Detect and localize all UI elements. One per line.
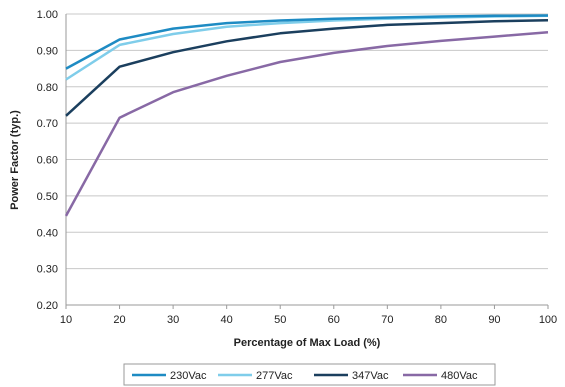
- series-line-347Vac: [65, 18, 549, 117]
- y-tick-label: 0.90: [37, 45, 58, 57]
- legend-label: 277Vac: [256, 370, 293, 382]
- y-tick-label: 0.30: [37, 264, 58, 276]
- y-tick-label: 1.00: [37, 9, 58, 21]
- legend-box: [123, 363, 496, 386]
- legend-label: 347Vac: [352, 370, 389, 382]
- series-line-230Vac: [65, 14, 549, 70]
- x-tick-label: 10: [60, 314, 72, 326]
- y-tick-label: 0.80: [37, 82, 58, 94]
- grid-lines: [66, 13, 548, 306]
- y-axis-title: Power Factor (typ.): [9, 110, 21, 210]
- x-tick-label: 30: [167, 314, 179, 326]
- y-tick-label: 0.50: [37, 191, 58, 203]
- x-tick-label: 90: [488, 314, 500, 326]
- y-tick-label: 0.60: [37, 155, 58, 167]
- x-tick-label: 80: [435, 314, 447, 326]
- legend: 230Vac 277Vac 347Vac 480Vac: [123, 363, 496, 386]
- x-tick-label: 100: [539, 314, 557, 326]
- x-tick-label: 20: [113, 314, 125, 326]
- legend-label: 230Vac: [170, 370, 207, 382]
- y-tick-label: 0.70: [37, 118, 58, 130]
- axes: [65, 14, 548, 306]
- series-line-277Vac: [65, 14, 549, 81]
- y-tick-labels: 0.20 0.30 0.40 0.50 0.60 0.70 0.80 0.90 1.00: [37, 9, 58, 312]
- series-lines: [64, 14, 549, 217]
- x-tick-label: 40: [221, 314, 233, 326]
- x-axis-title: Percentage of Max Load (%): [234, 337, 381, 349]
- y-tick-label: 0.40: [37, 227, 58, 239]
- series-line-480Vac: [64, 30, 549, 217]
- x-tick-label: 70: [381, 314, 393, 326]
- legend-label: 480Vac: [441, 370, 478, 382]
- y-tick-label: 0.20: [37, 300, 58, 312]
- x-tick-labels: 10 20 30 40 50 60 70 80 90 100: [60, 305, 557, 326]
- x-tick-label: 50: [274, 314, 286, 326]
- x-tick-label: 60: [328, 314, 340, 326]
